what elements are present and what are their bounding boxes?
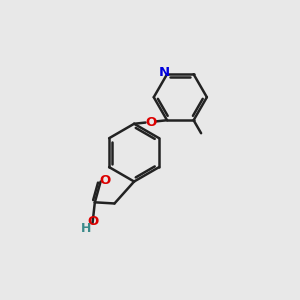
Text: O: O (145, 116, 156, 128)
Text: N: N (158, 66, 169, 79)
Text: H: H (81, 222, 91, 236)
Text: O: O (87, 215, 98, 229)
Text: O: O (99, 174, 110, 187)
